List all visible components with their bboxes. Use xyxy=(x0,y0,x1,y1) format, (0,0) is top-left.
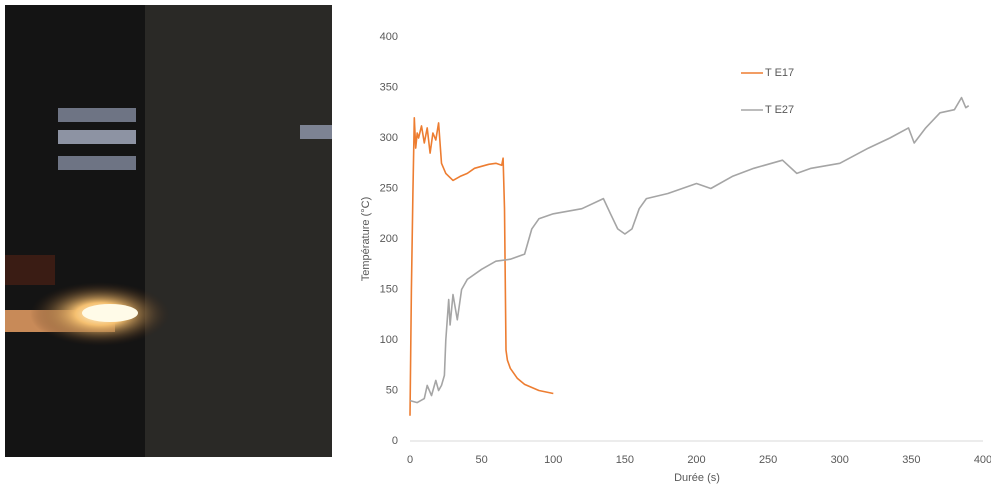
y-tick-label: 50 xyxy=(386,384,398,396)
x-tick-label: 200 xyxy=(687,454,705,466)
y-tick-label: 400 xyxy=(380,31,398,43)
y-tick-label: 350 xyxy=(380,81,398,93)
legend-label: T E17 xyxy=(765,67,794,79)
y-tick-label: 100 xyxy=(380,334,398,346)
x-tick-label: 150 xyxy=(616,454,634,466)
y-tick-label: 300 xyxy=(380,132,398,144)
x-tick-label: 400 xyxy=(974,454,991,466)
x-axis-title: Durée (s) xyxy=(674,472,720,484)
x-tick-label: 250 xyxy=(759,454,777,466)
x-tick-label: 300 xyxy=(831,454,849,466)
x-tick-label: 0 xyxy=(407,454,413,466)
y-axis-title: Température (°C) xyxy=(360,197,372,281)
y-tick-label: 0 xyxy=(392,435,398,447)
data-line xyxy=(409,96,970,404)
data-line xyxy=(409,117,554,416)
x-tick-label: 50 xyxy=(476,454,488,466)
x-tick-label: 350 xyxy=(902,454,920,466)
y-tick-label: 250 xyxy=(380,182,398,194)
photo xyxy=(5,5,332,457)
legend-label: T E27 xyxy=(765,104,794,116)
y-tick-label: 200 xyxy=(380,233,398,245)
y-tick-label: 150 xyxy=(380,283,398,295)
x-tick-label: 100 xyxy=(544,454,562,466)
